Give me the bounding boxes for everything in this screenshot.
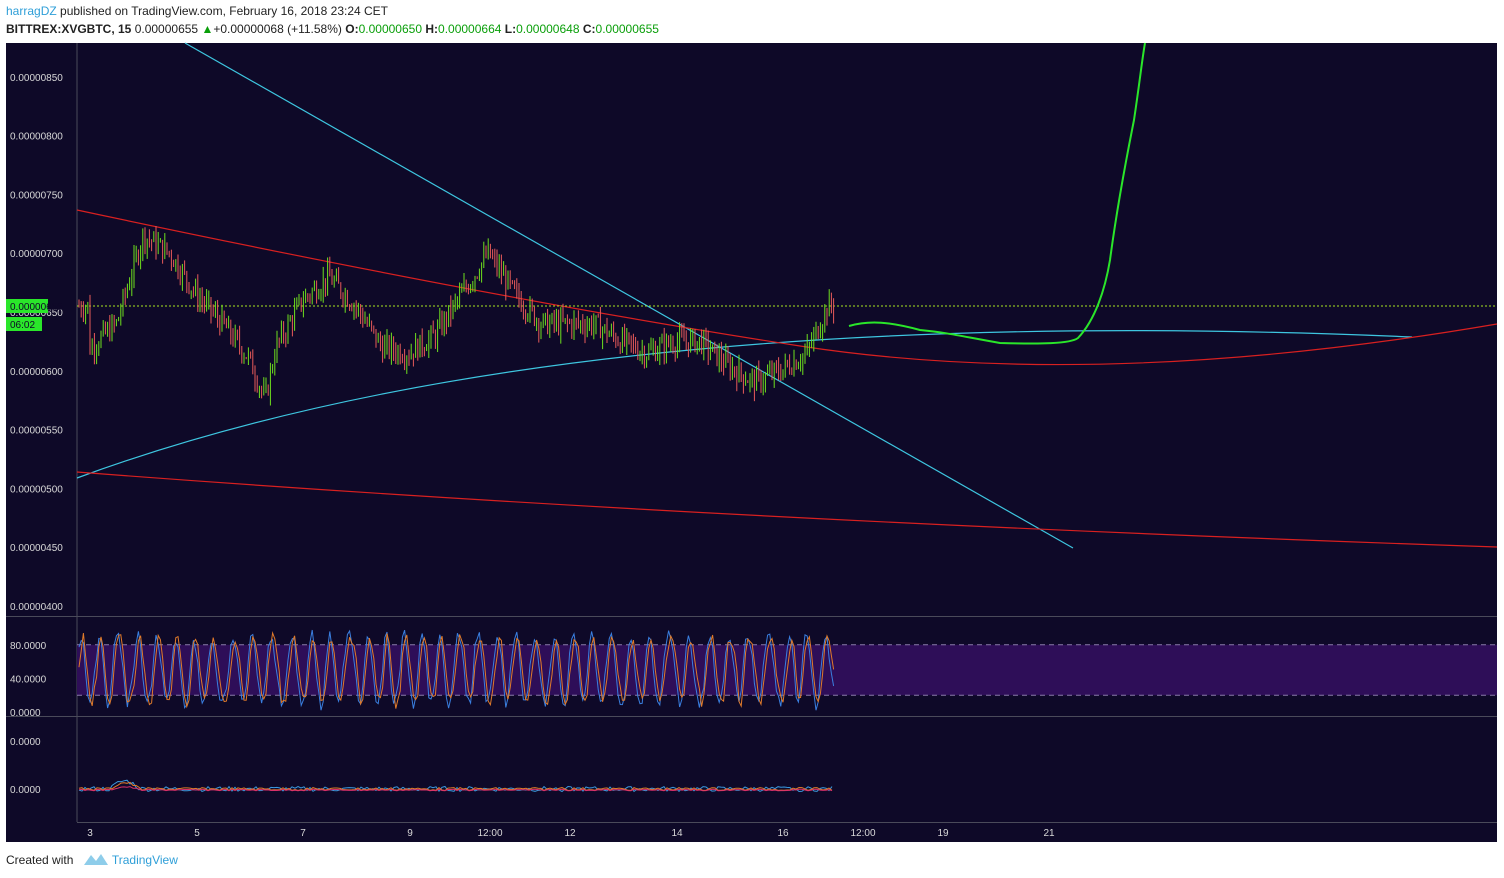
red-arc-resistance xyxy=(76,209,1498,366)
low-value: 0.00000648 xyxy=(516,22,580,36)
y-tick-label: 0.00000400 xyxy=(10,602,63,613)
y-tick-label: 0.00000850 xyxy=(10,73,63,84)
x-tick-label: 9 xyxy=(407,828,413,839)
close-label: C: xyxy=(582,22,596,36)
descending-trendline xyxy=(184,42,1074,549)
countdown-label: 06:02 xyxy=(10,320,35,331)
stoch-tick-label: 40.0000 xyxy=(10,674,47,685)
y-tick-label: 0.00000450 xyxy=(10,543,63,554)
open-label: O: xyxy=(345,22,359,36)
stoch-tick-label: 80.0000 xyxy=(10,641,47,652)
current-price-tag xyxy=(6,299,48,313)
stoch-tick-label: 0.0000 xyxy=(10,708,41,719)
up-arrow-icon: ▲ xyxy=(201,22,214,36)
symbol: BITTREX:XVGBTC, 15 xyxy=(6,22,132,36)
footer: Created with TradingView xyxy=(6,852,178,867)
axes: 0.00000850 0.00000800 0.00000750 0.00000700… xyxy=(6,73,1055,839)
x-tick-label: 7 xyxy=(300,828,306,839)
red-lower-trendline xyxy=(76,471,1498,548)
osc-tick-label: 0.0000 xyxy=(10,737,41,748)
last-price: 0.00000655 xyxy=(134,22,199,36)
stochastic-pane xyxy=(77,629,1497,711)
y-tick-label: 0.00000600 xyxy=(10,367,63,378)
published-text: published on TradingView.com, February 1… xyxy=(60,4,389,18)
y-tick-label: 0.00000550 xyxy=(10,426,63,437)
osc-tick-label: 0.0000 xyxy=(10,785,41,796)
created-with-text: Created with xyxy=(6,853,74,867)
projection-curve xyxy=(848,42,1146,345)
close-value: 0.00000655 xyxy=(595,22,659,36)
countdown-tag xyxy=(6,317,42,331)
x-tick-label: 12:00 xyxy=(850,828,875,839)
low-label: L: xyxy=(504,22,517,36)
y-tick-label: 0.00000500 xyxy=(10,484,63,495)
x-tick-label: 16 xyxy=(777,828,789,839)
x-tick-label: 12 xyxy=(564,828,576,839)
cyan-arc-support xyxy=(76,330,1413,479)
stoch-d-line xyxy=(78,631,835,709)
price-change: +0.00000068 (+11.58%) xyxy=(213,22,342,36)
author-link[interactable]: harragDZ xyxy=(6,4,57,18)
y-tick-label: 0.00000750 xyxy=(10,190,63,201)
osc-line-red xyxy=(78,786,833,792)
stoch-k-line xyxy=(78,629,835,711)
price-pane xyxy=(76,42,1498,549)
x-tick-label: 19 xyxy=(937,828,949,839)
y-tick-label: 0.00000650 xyxy=(10,308,63,319)
current-price-label: 0.00000655 xyxy=(10,302,63,313)
osc-line-orange xyxy=(78,781,833,792)
tradingview-brand-link[interactable]: TradingView xyxy=(111,853,178,867)
x-tick-label: 14 xyxy=(671,828,683,839)
x-tick-label: 5 xyxy=(194,828,200,839)
tradingview-logo-icon xyxy=(83,854,108,865)
ticker-info: BITTREX:XVGBTC, 15 0.00000655 ▲+0.000000… xyxy=(6,22,659,36)
y-tick-label: 0.00000800 xyxy=(10,132,63,143)
open-value: 0.00000650 xyxy=(358,22,422,36)
x-tick-label: 12:00 xyxy=(477,828,502,839)
high-value: 0.00000664 xyxy=(438,22,502,36)
y-tick-label: 0.00000700 xyxy=(10,249,63,260)
x-tick-label: 21 xyxy=(1043,828,1055,839)
oscillator-pane xyxy=(78,779,833,793)
high-label: H: xyxy=(425,22,439,36)
chart-background xyxy=(6,43,1497,842)
x-tick-label: 3 xyxy=(87,828,93,839)
publish-info: harragDZ published on TradingView.com, F… xyxy=(6,4,388,18)
